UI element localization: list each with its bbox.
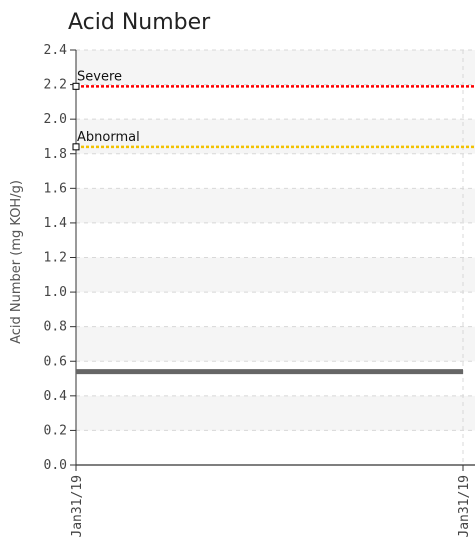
plot-band [76,84,475,120]
y-tick-label: 0.2 [44,423,67,438]
plot-band [76,153,475,189]
y-tick-label: 0.6 [44,354,67,369]
plot-band [76,326,475,362]
axes [70,49,475,471]
y-tick-label: 1.2 [44,251,67,266]
plot-band [76,50,475,85]
x-tick-label: Jan31/19 [457,475,472,538]
plot-bands [76,50,475,465]
plot-band [76,188,475,223]
y-tick-label: 2.2 [44,78,67,93]
y-tick-label: 2.4 [44,43,68,58]
x-tick-label: Jan31/19 [70,475,85,538]
y-tick-label: 1.8 [44,147,67,162]
plot-band [76,257,475,293]
grid-lines [75,49,475,466]
limit-label-severe: Severe [77,69,122,84]
limit-marker-abnormal [72,143,80,151]
x-tick-labels: Jan31/19 Jan31/19 [70,475,472,538]
limit-label-abnormal: Abnormal [77,130,140,145]
chart-title: Acid Number [68,10,211,35]
y-axis-title: Acid Number (mg KOH/g) [9,180,24,344]
y-tick-label: 1.0 [44,285,67,300]
plot-band [76,292,475,327]
y-tick-label: 0.0 [44,458,67,473]
plot-band [76,222,475,258]
limit-lines: Severe Abnormal [72,69,475,151]
limit-marker-severe [72,82,80,90]
plot-band [76,430,475,465]
y-tick-label: 1.6 [44,181,67,196]
y-tick-label: 2.0 [44,112,67,127]
plot-band [76,361,475,396]
plot-band [76,395,475,431]
y-tick-labels: 0.0 0.2 0.4 0.6 0.8 1.0 1.2 1.4 1.6 1.8 2.0 2.2 2.4 [44,43,68,473]
y-tick-label: 0.8 [44,320,67,335]
y-tick-label: 0.4 [44,389,68,404]
y-tick-label: 1.4 [44,216,68,231]
